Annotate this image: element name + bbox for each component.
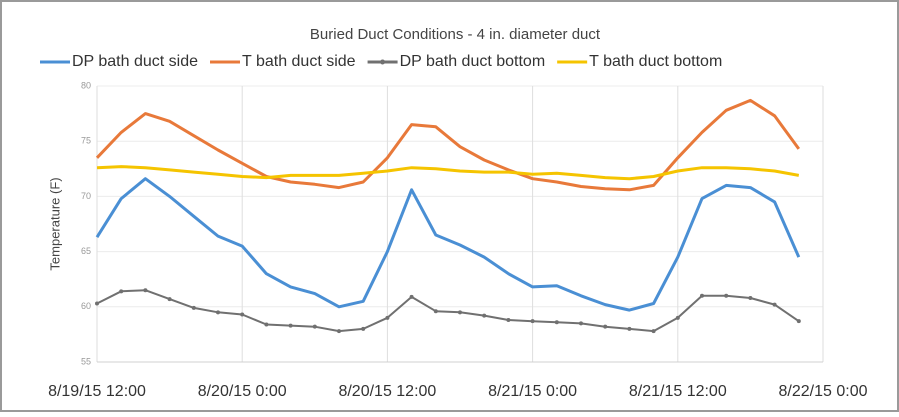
x-tick-label: 8/21/15 12:00	[629, 383, 727, 400]
y-tick-label: 80	[81, 80, 91, 90]
series-marker	[95, 301, 99, 306]
y-tick-label: 65	[81, 246, 91, 256]
series-marker	[796, 319, 801, 324]
x-tick-label: 8/21/15 0:00	[488, 383, 577, 400]
series-marker	[458, 310, 462, 315]
series-marker	[216, 310, 220, 315]
series-marker	[143, 288, 148, 293]
series-marker	[119, 289, 124, 294]
series-marker	[554, 320, 559, 325]
series-marker	[264, 322, 269, 327]
series-marker	[724, 293, 729, 298]
x-tick-label: 8/20/15 12:00	[338, 383, 436, 400]
y-tick-label: 70	[81, 191, 91, 201]
series-marker	[772, 302, 777, 307]
series-line	[95, 177, 801, 312]
series-marker	[651, 329, 656, 334]
x-tick-label: 8/19/15 12:00	[48, 383, 146, 400]
legend-label: DP bath duct side	[72, 53, 198, 70]
series-marker	[191, 305, 196, 310]
y-tick-label: 55	[81, 356, 91, 366]
series-marker	[675, 315, 680, 320]
series-marker	[603, 324, 608, 329]
series-marker	[385, 315, 390, 320]
series-marker	[167, 297, 172, 302]
series-marker	[530, 319, 535, 324]
y-axis-label: Temperature (F)	[47, 177, 62, 270]
legend-label: T bath duct bottom	[589, 53, 722, 70]
series-marker	[361, 326, 366, 331]
series-marker	[506, 318, 511, 323]
series-marker	[312, 324, 317, 329]
x-tick-label: 8/22/15 0:00	[779, 383, 868, 400]
series-marker	[433, 309, 438, 314]
series-marker	[482, 313, 487, 318]
chart-title: Buried Duct Conditions - 4 in. diameter …	[310, 26, 601, 43]
series-marker	[579, 321, 583, 326]
series-marker	[288, 323, 293, 328]
y-tick-label: 60	[81, 301, 91, 311]
series-line	[96, 165, 800, 181]
x-tick-label: 8/20/15 0:00	[198, 383, 287, 400]
legend-label: T bath duct side	[242, 53, 356, 70]
legend-marker	[380, 59, 386, 65]
series-marker	[700, 293, 704, 298]
y-tick-label: 75	[81, 136, 91, 146]
series-marker	[627, 326, 632, 331]
series-marker	[240, 312, 245, 317]
series-marker	[748, 295, 753, 300]
legend-label: DP bath duct bottom	[400, 53, 546, 70]
series-marker	[409, 294, 414, 299]
series-line	[96, 289, 800, 333]
series-line	[95, 98, 801, 192]
series-marker	[337, 329, 341, 334]
